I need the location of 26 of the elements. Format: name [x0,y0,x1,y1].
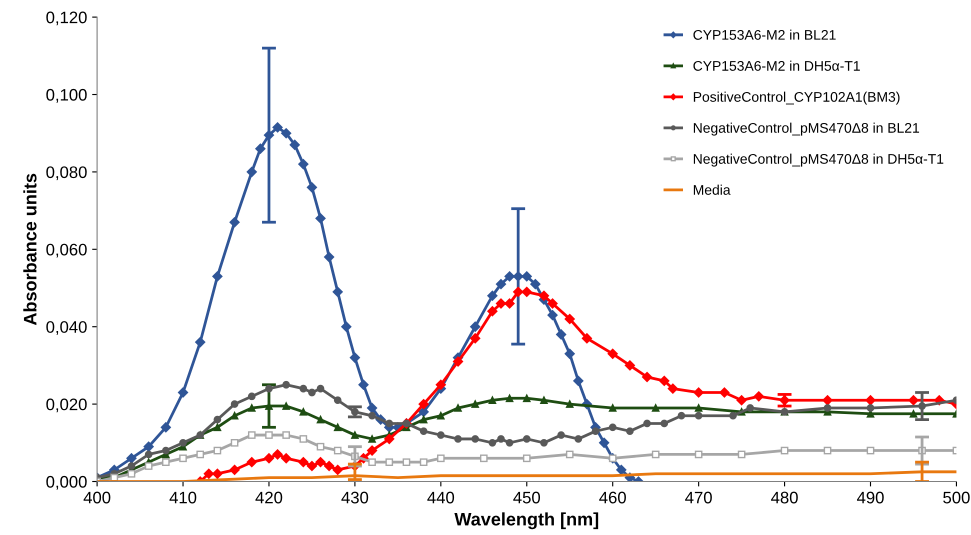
legend-label: CYP153A6-M2 in BL21 [693,30,836,40]
x-tick-label: 500 [943,492,970,504]
y-tick-label: 0,080 [46,166,87,180]
y-tick-label: 0,000 [46,476,87,490]
legend-label: Media [694,184,731,195]
y-tick-label: 0,120 [46,12,87,26]
legend-label: CYP153A6-M2 in DH5α-T1 [693,60,860,71]
x-axis-title: Wavelength [nm] [454,512,598,530]
x-tick-label: 420 [255,492,282,504]
y-tick-label: 0,060 [46,244,87,258]
legend-label: PositiveControl_CYP102A1(BM3) [694,92,900,105]
x-tick-label: 400 [84,492,110,504]
x-tick-label: 490 [856,492,884,504]
x-tick-label: 470 [685,492,712,504]
legend-label: NegativeControl_pMS470Δ8 in DH5α-T1 [694,154,944,167]
y-tick-label: 0,100 [46,88,87,103]
x-tick-label: 440 [427,492,454,504]
x-tick-label: 460 [599,492,626,504]
legend-label: NegativeControl_pMS470Δ8 in BL21 [694,122,920,136]
x-tick-label: 480 [771,492,798,504]
y-axis-title: Absorbance units [23,174,37,326]
y-tick-label: 0,020 [46,398,87,412]
x-tick-label: 410 [170,492,196,504]
x-tick-label: 450 [513,492,540,504]
y-tick-label: 0,040 [46,321,87,335]
x-tick-label: 430 [341,492,368,504]
